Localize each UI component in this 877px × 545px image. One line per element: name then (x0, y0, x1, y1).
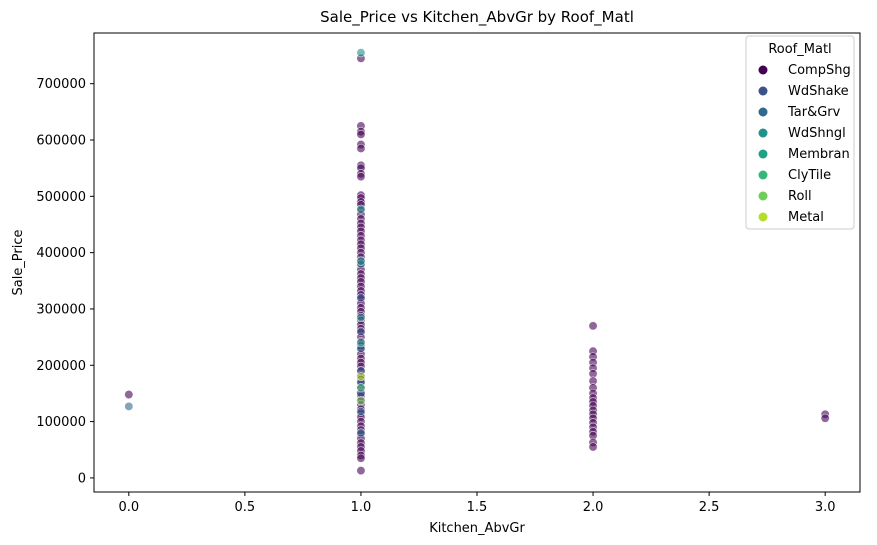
legend-marker (758, 191, 768, 201)
legend-label: WdShngl (788, 126, 846, 141)
legend-label: Membran (788, 147, 850, 162)
data-point (356, 172, 366, 182)
plot-frame (93, 32, 861, 493)
legend-marker (758, 149, 768, 159)
x-axis-label: Kitchen_AbvGr (429, 521, 525, 536)
y-tick-label: 100000 (36, 415, 86, 430)
legend-marker (758, 65, 768, 75)
data-point (356, 129, 366, 139)
legend-box (745, 35, 855, 230)
data-point (356, 143, 366, 153)
legend-label: ClyTile (788, 168, 831, 183)
x-tick-label: 2.0 (583, 500, 604, 515)
data-point (356, 428, 366, 438)
legend-label: Tar&Grv (787, 105, 841, 120)
plot-points (124, 48, 830, 476)
legend-marker (758, 170, 768, 180)
data-point (356, 293, 366, 303)
data-point (820, 413, 830, 423)
data-point (356, 383, 366, 393)
x-tick-label: 0.0 (118, 500, 139, 515)
y-tick-label: 0 (78, 471, 86, 486)
data-point (356, 396, 366, 406)
y-tick-label: 200000 (36, 359, 86, 374)
data-point (124, 390, 134, 400)
x-tick-label: 3.0 (815, 500, 836, 515)
x-axis: 0.0 0.5 1.0 1.5 2.0 2.5 3.0 (118, 492, 836, 515)
legend-marker (758, 86, 768, 96)
y-tick-label: 400000 (36, 246, 86, 261)
y-tick-label: 500000 (36, 190, 86, 205)
x-tick-label: 1.0 (351, 500, 372, 515)
data-point (356, 312, 366, 322)
data-point (356, 406, 366, 416)
y-tick-label: 700000 (36, 77, 86, 92)
legend-marker (758, 128, 768, 138)
legend-title: Roof_Matl (768, 42, 831, 57)
y-axis-label: Sale_Price (11, 229, 26, 295)
legend-label: Metal (788, 210, 824, 225)
legend-label: Roll (788, 189, 812, 204)
legend-items: CompShg WdShake Tar&Grv WdShngl Membran ClyTi… (758, 63, 851, 225)
y-tick-label: 300000 (36, 302, 86, 317)
data-point (356, 453, 366, 463)
data-point (588, 442, 598, 452)
data-point (356, 338, 366, 348)
data-point (356, 372, 366, 382)
data-point (356, 466, 366, 476)
legend-label: CompShg (788, 63, 851, 78)
data-point (356, 48, 366, 58)
data-point (356, 204, 366, 214)
chart-title: Sale_Price vs Kitchen_AbvGr by Roof_Matl (320, 8, 634, 27)
legend: Roof_Matl CompShg WdShake Tar&Grv WdShngl Me… (745, 35, 855, 230)
data-point (356, 256, 366, 266)
data-point (588, 321, 598, 331)
y-axis: 0 100000 200000 300000 400000 500000 600000 700… (36, 77, 94, 486)
x-tick-label: 2.5 (699, 500, 720, 515)
data-point (124, 401, 134, 411)
legend-label: WdShake (788, 84, 849, 99)
data-point (356, 326, 366, 336)
y-tick-label: 600000 (36, 134, 86, 149)
legend-marker (758, 212, 768, 222)
legend-marker (758, 107, 768, 117)
x-tick-label: 0.5 (235, 500, 256, 515)
x-tick-label: 1.5 (467, 500, 488, 515)
